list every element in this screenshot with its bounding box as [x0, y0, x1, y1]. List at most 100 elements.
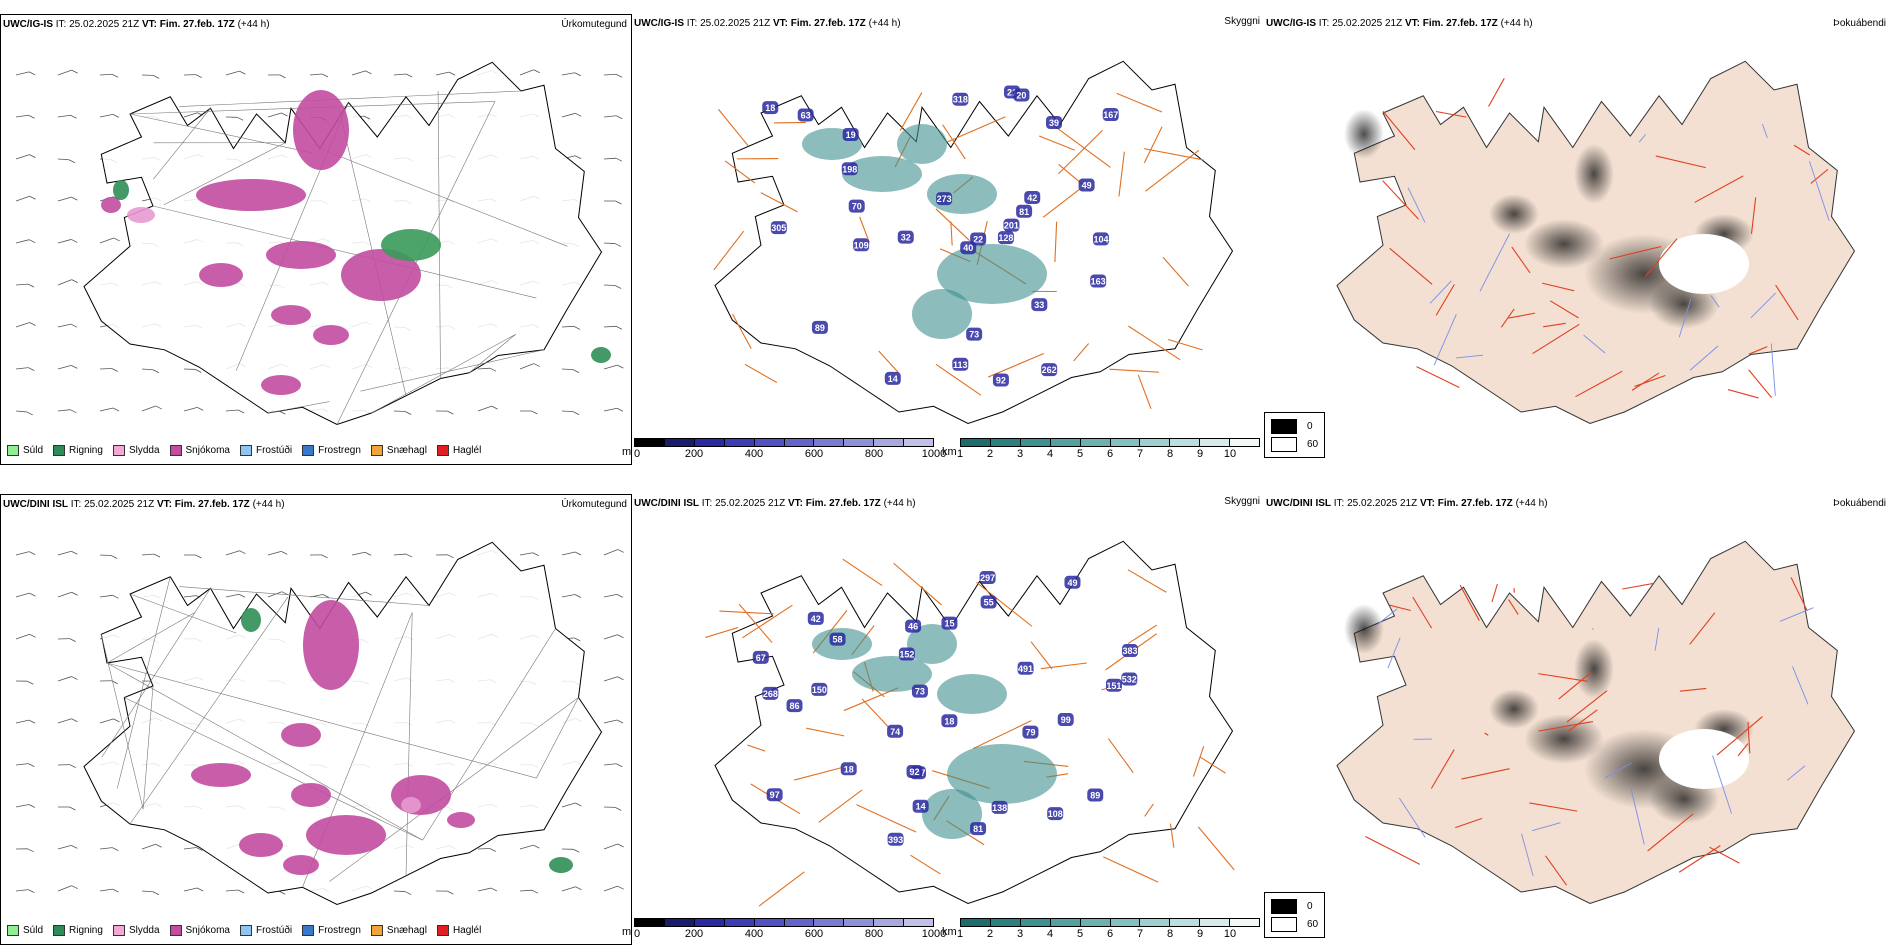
terrain-height-label: 20: [1016, 90, 1026, 100]
precip-area: [261, 375, 301, 395]
terrain-cell: 55: [980, 595, 997, 609]
fog-area: [1344, 604, 1384, 654]
low-visibility-area: [852, 656, 932, 692]
terrain-height-label: 33: [1034, 300, 1044, 310]
wind-barb-staff: [15, 154, 30, 160]
wind-barb-flag: [68, 159, 76, 164]
wind-barb-flag: [28, 719, 36, 724]
colorbar-segment: [1140, 919, 1171, 926]
wind-barb-flag: [29, 195, 36, 200]
wind-barb-flag: [404, 891, 412, 895]
wind-barb-staff: [141, 843, 156, 850]
wind-barb-staff: [561, 551, 576, 556]
road-line: [1484, 732, 1489, 736]
road-line: [469, 334, 516, 373]
wind-barb-staff: [393, 553, 407, 556]
road-line: [713, 230, 745, 271]
legend-swatch: [112, 445, 125, 456]
legend-label: Haglél: [452, 925, 482, 936]
colorbar-segment: [1170, 919, 1201, 926]
terrain-cell-fill: [1041, 363, 1058, 377]
wind-barb-staff: [99, 237, 114, 244]
road-line: [976, 581, 1033, 627]
road-line: [935, 363, 982, 396]
terrain-cell: 18: [840, 762, 857, 776]
legend-swatch: [370, 445, 383, 456]
road-line: [717, 108, 749, 147]
colorbar-segment: [1140, 439, 1171, 446]
wind-barb: [603, 242, 622, 247]
terrain-cell-fill: [906, 765, 923, 779]
road-line: [106, 612, 195, 664]
terrain-cell-fill: [840, 762, 857, 776]
fog-area: [1344, 109, 1384, 159]
terrain-cell-fill: [992, 373, 1009, 387]
terrain-cell-fill: [1047, 807, 1064, 821]
terrain-cell: 268: [762, 686, 779, 700]
wind-barb: [561, 802, 582, 808]
wind-barb-flag: [491, 405, 498, 410]
wind-barb: [99, 237, 120, 244]
terrain-cell: 19: [842, 128, 859, 142]
wind-barb-flag: [321, 73, 329, 78]
terrain-height-label: 92: [996, 375, 1006, 385]
wind-barb-flag: [195, 74, 202, 79]
terrain-height-label: 18: [765, 103, 775, 113]
colorbar-segment: [694, 439, 725, 446]
road-line: [1644, 238, 1678, 277]
legend-item: Haglél: [436, 925, 482, 936]
terrain-cell: 92: [906, 765, 923, 779]
wind-barb-flag: [71, 69, 78, 74]
wind-barb-flag: [71, 365, 78, 369]
wind-barb-staff: [603, 676, 618, 682]
wind-barb: [435, 890, 454, 895]
colorbar-segment: [874, 919, 905, 926]
road-line: [1679, 687, 1707, 692]
road-line: [124, 697, 423, 841]
coastline: [714, 540, 1234, 905]
river-line: [1455, 354, 1484, 359]
wind-barb: [519, 410, 538, 415]
wind-barb-flag: [572, 411, 580, 415]
wind-barb: [15, 71, 36, 76]
terrain-height-label: 198: [842, 164, 857, 174]
road-line: [1052, 124, 1111, 168]
legend-item: Snæhagl: [370, 445, 427, 456]
wind-barb: [225, 593, 246, 598]
legend-label: Slydda: [128, 445, 160, 456]
terrain-cell-fill: [997, 231, 1014, 245]
terrain-height-label: 532: [1122, 675, 1137, 685]
road-line: [1435, 284, 1455, 316]
road-line: [1145, 149, 1200, 192]
wind-barb-flag: [447, 554, 454, 559]
wind-barb-staff: [603, 364, 618, 370]
colorbar-tick-label: 200: [684, 928, 704, 940]
terrain-height-label: 491: [1018, 664, 1033, 674]
low-visibility-area: [937, 674, 1007, 714]
road-line: [1128, 325, 1181, 361]
terrain-cell-fill: [1105, 678, 1122, 692]
wind-barb-staff: [141, 368, 153, 371]
road-line: [319, 148, 568, 247]
colorbar-tick-label: 3: [1016, 928, 1024, 940]
wind-barb-staff: [351, 70, 366, 76]
road-line: [1622, 582, 1654, 590]
wind-barb: [183, 406, 204, 412]
road-line: [1566, 690, 1608, 723]
terrain-height-label: 46: [908, 622, 918, 632]
fog-legend-swatch: [1271, 418, 1297, 434]
terrain-height-label: 32: [901, 233, 911, 243]
wind-barb-staff: [15, 592, 30, 598]
wind-barb-staff: [99, 847, 113, 850]
terrain-cell-fill: [1017, 661, 1034, 675]
road-line: [1127, 569, 1167, 593]
river-line: [1654, 627, 1660, 651]
wind-barb: [99, 368, 118, 372]
wind-barb: [15, 551, 36, 556]
wind-barb-flag: [197, 407, 204, 411]
wind-barb: [141, 843, 162, 850]
wind-barb-flag: [531, 410, 538, 415]
road-line: [360, 349, 545, 392]
wind-barb: [57, 409, 77, 414]
wind-barb-flag: [111, 73, 119, 78]
